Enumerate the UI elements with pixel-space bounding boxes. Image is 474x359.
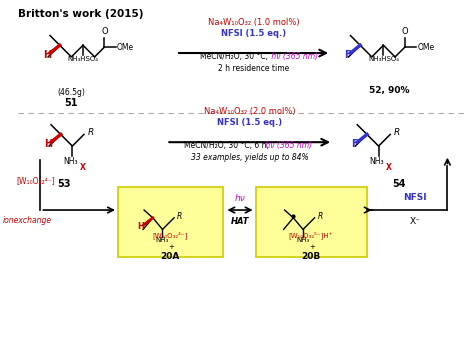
Text: F: F — [344, 50, 351, 60]
Text: NFSI (1.5 eq.): NFSI (1.5 eq.) — [221, 28, 286, 37]
Text: ionexchange: ionexchange — [3, 216, 52, 225]
Text: NH₃: NH₃ — [63, 157, 78, 166]
Text: Na₄W₁₀O₃₂ (1.0 mol%): Na₄W₁₀O₃₂ (1.0 mol%) — [208, 18, 300, 27]
Text: 20A: 20A — [161, 252, 180, 261]
Text: X: X — [80, 163, 86, 172]
Bar — [255, 187, 367, 257]
Text: 52, 90%: 52, 90% — [369, 86, 410, 95]
Text: (46.5g): (46.5g) — [57, 88, 85, 97]
Text: Britton's work (2015): Britton's work (2015) — [18, 9, 144, 19]
Text: R: R — [177, 212, 182, 221]
Text: hν (365 nm): hν (365 nm) — [263, 141, 312, 150]
Text: MeCN/H₂O, 30 °C, 6 h,: MeCN/H₂O, 30 °C, 6 h, — [184, 141, 269, 150]
Text: MeCN/H₂O, 30 °C,: MeCN/H₂O, 30 °C, — [200, 52, 268, 61]
Text: NFSI (1.5 eq.): NFSI (1.5 eq.) — [217, 118, 282, 127]
Text: 33 examples, yields up to 84%: 33 examples, yields up to 84% — [191, 153, 309, 162]
Text: NH₃: NH₃ — [369, 157, 384, 166]
Text: R: R — [318, 212, 323, 221]
Text: 2 h residence time: 2 h residence time — [218, 64, 289, 73]
Text: [W₁₀O₃₂⁴⁻]: [W₁₀O₃₂⁴⁻] — [153, 231, 188, 239]
Text: R: R — [88, 128, 94, 137]
Text: O: O — [401, 27, 408, 36]
Text: F: F — [351, 139, 358, 149]
Text: 51: 51 — [64, 98, 78, 108]
Text: NH₃: NH₃ — [296, 237, 310, 243]
Text: X: X — [386, 163, 392, 172]
Text: NH₃: NH₃ — [156, 237, 169, 243]
Text: Na₄W₁₀O₃₂ (2.0 mol%): Na₄W₁₀O₃₂ (2.0 mol%) — [204, 107, 295, 116]
Text: 20B: 20B — [301, 252, 320, 261]
Text: hν: hν — [235, 194, 246, 203]
Text: R: R — [394, 128, 401, 137]
Text: NFSI: NFSI — [404, 193, 427, 202]
Text: +: + — [168, 244, 174, 250]
Text: OMe: OMe — [418, 43, 435, 52]
Text: NH₃HSO₄: NH₃HSO₄ — [368, 56, 399, 62]
Bar — [118, 187, 223, 257]
Text: OMe: OMe — [117, 43, 134, 52]
Text: H: H — [44, 139, 52, 149]
Text: +: + — [309, 244, 315, 250]
Text: 53: 53 — [57, 179, 70, 189]
Text: 54: 54 — [392, 179, 406, 189]
Text: HAT: HAT — [231, 217, 249, 226]
Text: [W₁₀O₃₂⁴⁻]: [W₁₀O₃₂⁴⁻] — [16, 177, 55, 186]
Text: hν (365 nm): hν (365 nm) — [269, 52, 318, 61]
Text: H: H — [138, 222, 145, 231]
Text: [W₁₀O₃₂⁵⁻]H⁺: [W₁₀O₃₂⁵⁻]H⁺ — [289, 231, 333, 239]
Text: H: H — [43, 50, 51, 60]
Text: O: O — [101, 27, 108, 36]
Text: X⁻: X⁻ — [410, 217, 421, 226]
Text: NH₃HSO₄: NH₃HSO₄ — [67, 56, 99, 62]
